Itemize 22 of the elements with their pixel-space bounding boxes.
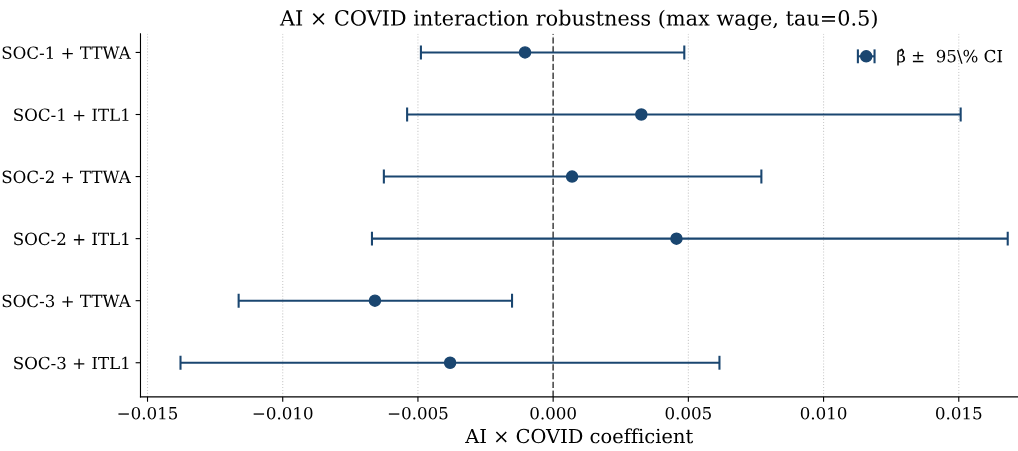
x-axis-title: AI × COVID coefficient [465,428,694,444]
point [635,108,648,121]
y-tick-label: SOC-3 + ITL1 [14,356,129,370]
point [670,232,683,245]
y-tick-label: SOC-3 + TTWA [2,294,131,308]
x-tick-label: −0.010 [253,406,313,420]
x-tick-label: 0.015 [936,406,982,420]
y-tick-label: SOC-1 + TTWA [2,46,131,60]
chart-title: AI × COVID interaction robustness (max wage, tau=0.5) [279,9,877,31]
y-tick-label: SOC-1 + ITL1 [14,108,129,122]
x-tick-label: −0.015 [118,406,178,420]
x-tick-label: −0.005 [388,406,448,420]
point [565,170,579,183]
x-tick-label: 0.000 [530,406,576,420]
y-tick-label: SOC-2 + ITL1 [14,232,129,246]
legend-label: β̂ ± 95\% CI [897,48,1003,66]
x-tick-label: 0.010 [800,406,847,420]
point [518,46,532,59]
x-tick-label: 0.005 [665,406,711,420]
y-tick-label: SOC-2 + TTWA [2,170,131,184]
point [368,294,382,307]
point [443,356,457,369]
